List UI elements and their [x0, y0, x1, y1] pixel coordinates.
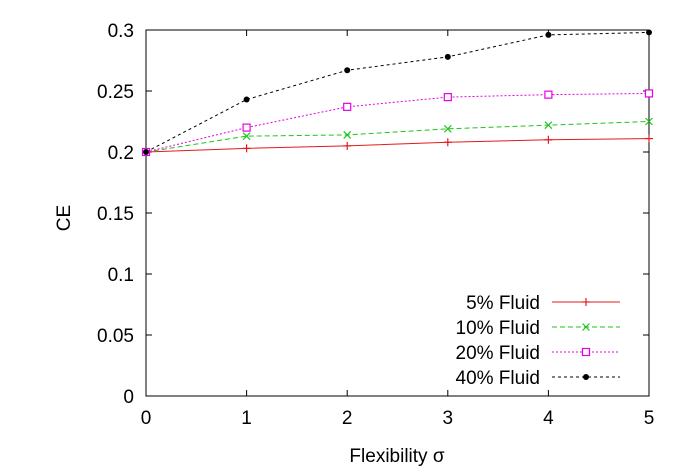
plot-frame	[145, 29, 650, 397]
series-4	[143, 29, 652, 155]
series-1	[142, 134, 653, 156]
y-tick-label: 0.1	[108, 265, 134, 286]
series-line	[145, 92, 650, 153]
data-point	[143, 149, 149, 155]
y-tick-label: 0.15	[97, 204, 134, 225]
data-point	[242, 123, 251, 132]
axes: 0 1 2 3 4 5 0 0.05 0.1 0.15 0.2 0.25 0.3	[97, 21, 654, 429]
series-2	[142, 117, 653, 156]
legend-label: 5% Fluid	[466, 293, 540, 314]
data-point	[343, 102, 352, 111]
legend-marker	[583, 374, 589, 380]
legend-item: 5% Fluid	[466, 293, 620, 314]
series-3	[141, 89, 654, 157]
series-group	[141, 29, 654, 157]
legend-label: 40% Fluid	[456, 368, 541, 389]
legend-marker	[581, 347, 591, 357]
legend-item: 10% Fluid	[456, 318, 620, 339]
data-point	[544, 135, 553, 144]
y-axis-title: CE	[54, 205, 75, 231]
x-tick-label: 4	[543, 408, 554, 429]
data-point	[444, 53, 451, 60]
data-point	[443, 138, 452, 147]
x-tick-label: 5	[644, 408, 655, 429]
data-point	[645, 117, 653, 126]
data-point	[645, 134, 653, 143]
data-point	[544, 121, 553, 130]
y-tick-label: 0.25	[97, 82, 134, 103]
x-tick-label: 0	[141, 408, 152, 429]
legend-label: 20% Fluid	[456, 343, 541, 364]
data-point	[545, 31, 552, 38]
x-axis-title: Flexibility σ	[349, 446, 444, 467]
y-tick-label: 0	[123, 387, 134, 408]
x-tick-label: 2	[342, 408, 353, 429]
legend-marker	[582, 323, 590, 331]
x-tick-label: 3	[443, 408, 454, 429]
legend: 5% Fluid 10% Fluid 20% Fluid 40% Fluid	[456, 293, 620, 389]
legend-label: 10% Fluid	[456, 318, 541, 339]
data-point	[443, 92, 452, 102]
x-tick-label: 1	[241, 408, 252, 429]
data-point	[243, 96, 250, 103]
series-line	[145, 138, 650, 153]
data-point	[343, 141, 352, 150]
y-tick-label: 0.3	[108, 21, 134, 42]
data-point	[242, 144, 251, 153]
data-point	[646, 29, 652, 36]
series-line	[145, 121, 650, 153]
data-point	[443, 124, 452, 133]
data-point	[343, 130, 352, 139]
y-tick-label: 0.05	[97, 326, 134, 347]
legend-item: 20% Fluid	[456, 343, 620, 364]
data-point	[242, 132, 251, 141]
data-point	[544, 90, 553, 99]
series-line	[145, 31, 650, 153]
legend-marker	[582, 298, 590, 306]
y-tick-label: 0.2	[108, 143, 134, 164]
legend-item: 40% Fluid	[456, 368, 620, 389]
data-point	[344, 67, 351, 74]
data-point	[644, 89, 654, 98]
